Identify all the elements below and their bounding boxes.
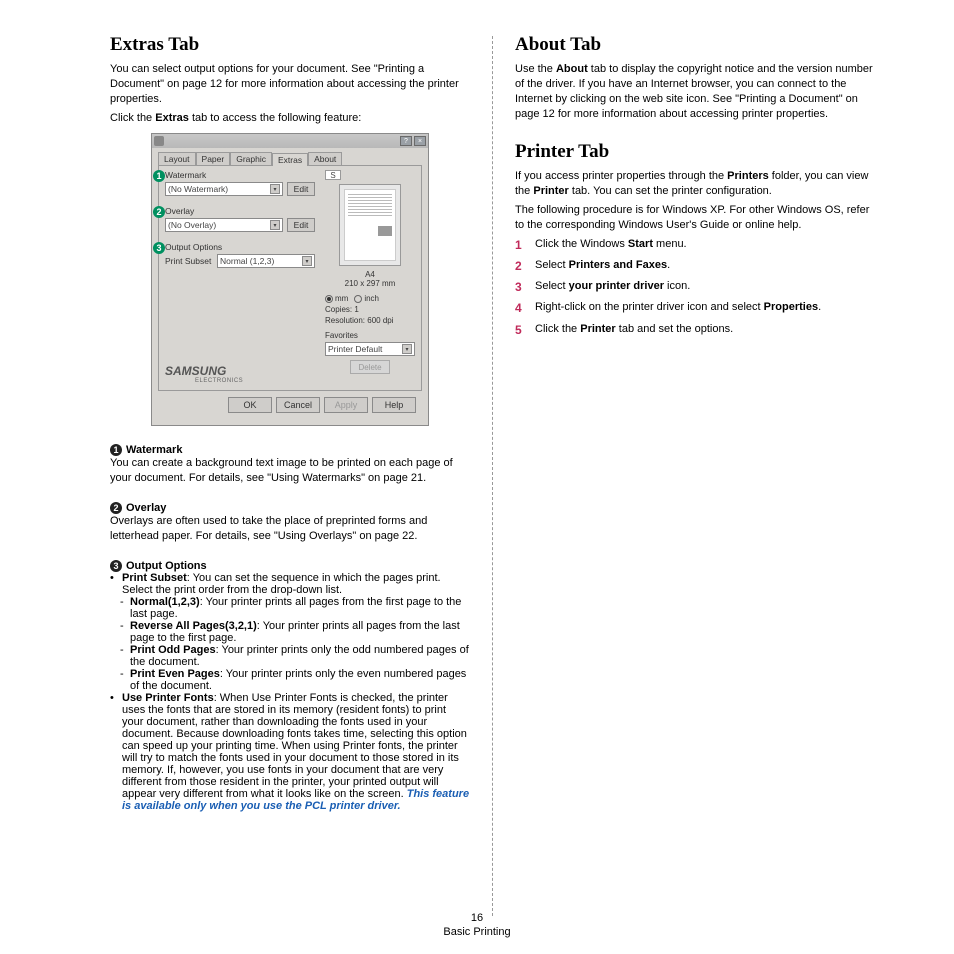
use-printer-fonts-bullet: • Use Printer Fonts: When Use Printer Fo… — [110, 692, 470, 812]
orientation-icon: S — [325, 170, 341, 180]
delete-button[interactable]: Delete — [350, 360, 390, 374]
bullet-1-icon: 1 — [110, 444, 122, 456]
watermark-group-label: Watermark — [165, 170, 315, 180]
bullet-2-icon: 2 — [110, 502, 122, 514]
page-preview — [339, 184, 401, 266]
tab-about[interactable]: About — [308, 152, 342, 165]
paper-size-label: A4 210 x 297 mm — [345, 270, 396, 288]
chevron-down-icon: ▾ — [302, 256, 312, 266]
right-column: About Tab Use the About tab to display t… — [515, 34, 875, 916]
printer-tab-heading: Printer Tab — [515, 141, 875, 163]
printer-tab-body2: The following procedure is for Windows X… — [515, 203, 875, 233]
print-subset-label: Print Subset — [165, 256, 213, 266]
cancel-button[interactable]: Cancel — [276, 397, 320, 413]
extras-click-line: Click the Extras tab to access the follo… — [110, 111, 470, 126]
chevron-down-icon: ▾ — [402, 344, 412, 354]
opt-odd: -Print Odd Pages: Your printer prints on… — [110, 644, 470, 668]
unit-inch-radio[interactable]: inch — [354, 294, 379, 303]
output-group-label: Output Options — [165, 242, 315, 252]
marker-2: 2 — [153, 206, 165, 218]
tab-extras[interactable]: Extras — [272, 153, 308, 166]
samsung-logo: SAMSUNG — [165, 364, 226, 378]
overlay-section-head: 2Overlay — [110, 502, 470, 514]
page-number: 16 — [0, 912, 954, 924]
chevron-down-icon: ▾ — [270, 184, 280, 194]
watermark-edit-button[interactable]: Edit — [287, 182, 315, 196]
opt-normal: -Normal(1,2,3): Your printer prints all … — [110, 596, 470, 620]
unit-mm-radio[interactable]: mm — [325, 294, 348, 303]
dialog-tabs: Layout Paper Graphic Extras About — [158, 152, 422, 165]
bullet-3-icon: 3 — [110, 560, 122, 572]
overlay-edit-button[interactable]: Edit — [287, 218, 315, 232]
marker-3: 3 — [153, 242, 165, 254]
column-divider — [492, 36, 493, 916]
favorites-dropdown[interactable]: Printer Default▾ — [325, 342, 415, 356]
copies-label: Copies: 1 — [325, 305, 415, 314]
extras-intro: You can select output options for your d… — [110, 62, 470, 107]
ok-button[interactable]: OK — [228, 397, 272, 413]
close-icon[interactable]: × — [414, 136, 426, 146]
watermark-section-body: You can create a background text image t… — [110, 456, 470, 486]
chevron-down-icon: ▾ — [270, 220, 280, 230]
watermark-dropdown[interactable]: (No Watermark)▾ — [165, 182, 283, 196]
app-icon — [154, 136, 164, 146]
resolution-label: Resolution: 600 dpi — [325, 316, 415, 325]
marker-1: 1 — [153, 170, 165, 182]
printer-tab-steps: 1Click the Windows Start menu. 2Select P… — [515, 237, 875, 338]
output-section-head: 3Output Options — [110, 560, 470, 572]
unit-radios: mm inch — [325, 294, 415, 303]
watermark-section-head: 1Watermark — [110, 444, 470, 456]
samsung-sublogo: ELECTRONICS — [195, 378, 315, 384]
overlay-group-label: Overlay — [165, 206, 315, 216]
tab-paper[interactable]: Paper — [196, 152, 231, 165]
overlay-dropdown[interactable]: (No Overlay)▾ — [165, 218, 283, 232]
print-subset-dropdown[interactable]: Normal (1,2,3)▾ — [217, 254, 315, 268]
about-tab-heading: About Tab — [515, 34, 875, 56]
help-icon[interactable]: ? — [400, 136, 412, 146]
about-tab-body: Use the About tab to display the copyrig… — [515, 62, 875, 121]
tab-layout[interactable]: Layout — [158, 152, 196, 165]
printer-tab-body1: If you access printer properties through… — [515, 169, 875, 199]
dialog-screenshot: ? × Layout Paper Graphic Extras About — [110, 133, 470, 426]
left-column: Extras Tab You can select output options… — [110, 34, 470, 916]
print-subset-bullet: • Print Subset: You can set the sequence… — [110, 572, 470, 596]
favorites-label: Favorites — [325, 331, 415, 340]
apply-button[interactable]: Apply — [324, 397, 368, 413]
overlay-section-body: Overlays are often used to take the plac… — [110, 514, 470, 544]
extras-tab-heading: Extras Tab — [110, 34, 470, 56]
printer-properties-dialog: ? × Layout Paper Graphic Extras About — [151, 133, 429, 426]
dialog-titlebar: ? × — [152, 134, 428, 148]
opt-even: -Print Even Pages: Your printer prints o… — [110, 668, 470, 692]
section-name: Basic Printing — [443, 926, 510, 938]
page-footer: 16 Basic Printing — [0, 912, 954, 938]
tab-graphic[interactable]: Graphic — [230, 152, 272, 165]
help-button[interactable]: Help — [372, 397, 416, 413]
opt-reverse: -Reverse All Pages(3,2,1): Your printer … — [110, 620, 470, 644]
